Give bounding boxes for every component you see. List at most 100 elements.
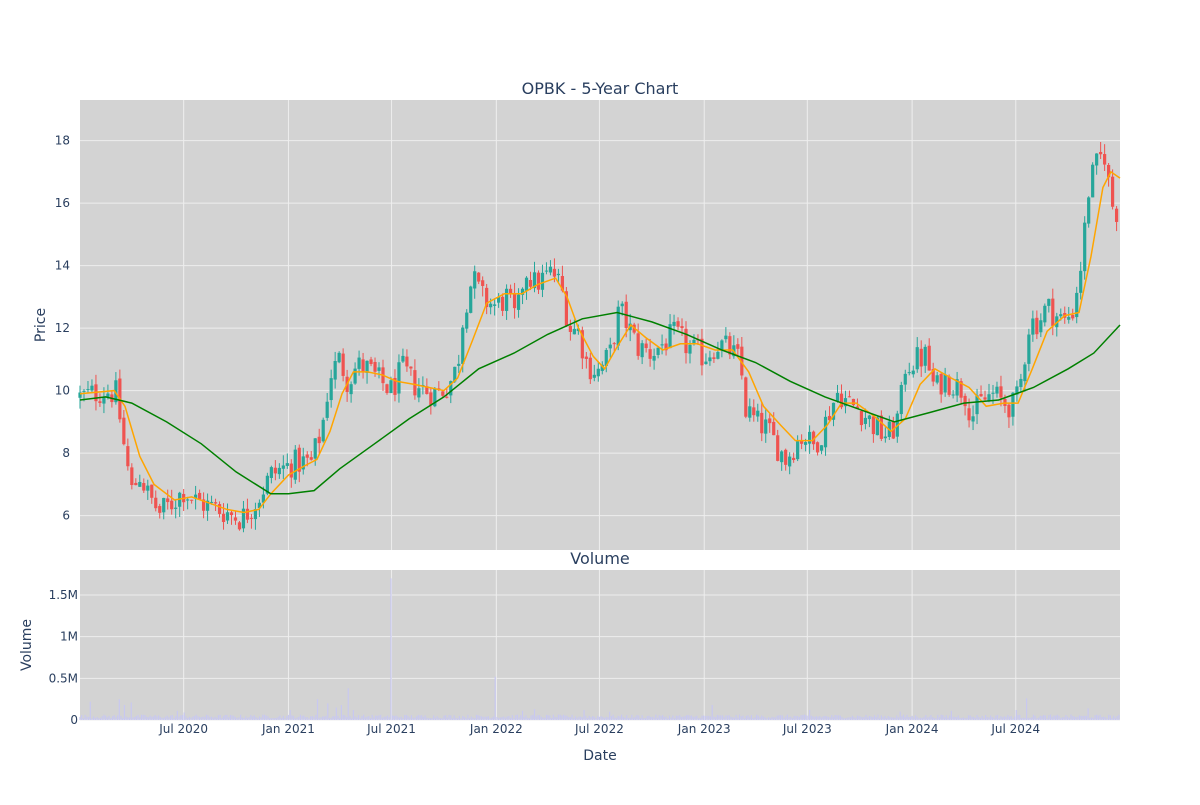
price-y-tick-label: 18 [55, 134, 70, 148]
volume-bar [928, 716, 930, 720]
volume-bar [1080, 715, 1082, 720]
volume-bar [718, 715, 720, 720]
candle-body [385, 384, 389, 394]
candle-body [201, 499, 206, 511]
volume-bar [877, 714, 879, 720]
candle-body [935, 375, 939, 383]
volume-bar [257, 718, 259, 720]
volume-bar [685, 715, 688, 720]
candle-body [648, 349, 652, 359]
volume-bar [99, 717, 102, 720]
volume-bar [822, 716, 824, 720]
volume-bar [621, 714, 623, 720]
volume-bar [306, 717, 308, 720]
volume-bar [347, 688, 349, 720]
volume-bar [1077, 716, 1079, 720]
price-axis-title: Price [33, 308, 49, 342]
candle-body [807, 431, 812, 444]
volume-bar [1082, 715, 1084, 720]
candle-body [78, 392, 82, 398]
candle-body [229, 512, 234, 516]
volume-bar [709, 716, 712, 720]
candle-body [86, 389, 90, 391]
candle-body [313, 438, 317, 459]
volume-bar [932, 717, 934, 720]
volume-bar [472, 717, 474, 720]
volume-bar [303, 715, 305, 720]
volume-bar [492, 716, 495, 720]
volume-bar [272, 718, 274, 720]
volume-bar [122, 718, 124, 720]
candle-body [552, 268, 557, 277]
volume-bar [1106, 718, 1108, 720]
volume-bar [603, 717, 606, 720]
volume-bar [216, 717, 218, 720]
candle-body [863, 417, 868, 424]
volume-bar [788, 717, 790, 720]
date-axis-title: Date [583, 748, 616, 764]
candle-body [1027, 334, 1031, 364]
volume-bar [457, 718, 459, 720]
volume-bar [861, 717, 864, 720]
volume-bar [1104, 717, 1106, 720]
volume-bar [846, 717, 848, 720]
volume-bar [142, 714, 144, 720]
volume-bar [1022, 717, 1024, 720]
volume-bar [610, 715, 612, 720]
volume-bar [655, 714, 657, 720]
volume-bar [996, 714, 999, 720]
volume-bar [128, 717, 131, 720]
volume-bar [703, 715, 705, 720]
candle-body [768, 418, 772, 424]
volume-bar [342, 714, 344, 720]
volume-bar [557, 714, 560, 720]
volume-bar [248, 717, 250, 720]
volume-bar [617, 715, 619, 720]
volume-bar [662, 715, 664, 720]
candle-body [297, 447, 301, 472]
volume-bar [364, 717, 366, 720]
candle-body [461, 327, 465, 364]
volume-bar [976, 715, 978, 720]
volume-bar [265, 715, 267, 720]
volume-bar [971, 716, 973, 720]
volume-bar [224, 714, 226, 720]
volume-bar [108, 715, 110, 720]
volume-bar [756, 714, 758, 720]
volume-bar [1113, 715, 1115, 720]
volume-bar [340, 705, 343, 720]
volume-bar [675, 715, 677, 720]
volume-bar [805, 715, 807, 720]
candle-body [289, 463, 293, 478]
volume-bar [691, 715, 693, 720]
volume-bar [474, 718, 476, 720]
volume-bar [889, 716, 891, 720]
volume-bar [641, 715, 643, 720]
candle-body [947, 376, 951, 395]
volume-bar [344, 715, 346, 720]
candle-body [520, 288, 525, 295]
volume-bar [475, 714, 478, 720]
volume-bar [349, 715, 351, 720]
volume-bar [773, 717, 775, 720]
volume-bar [275, 717, 278, 720]
volume-bar [581, 717, 583, 720]
candle-body [784, 449, 788, 465]
volume-bar [176, 710, 178, 720]
candle-body [827, 415, 832, 421]
volume-bar [445, 715, 447, 720]
volume-bar [896, 715, 898, 720]
candle-body [616, 306, 620, 346]
volume-bar [1109, 715, 1111, 720]
volume-bar [694, 716, 696, 720]
candle-body [967, 408, 971, 421]
volume-bar [588, 715, 590, 720]
candle-body [205, 500, 210, 511]
volume-bar [990, 715, 992, 720]
volume-bar [769, 717, 771, 720]
volume-bar [817, 716, 819, 720]
volume-bar [262, 714, 264, 720]
candle-body [397, 362, 401, 394]
volume-bar [532, 714, 534, 720]
candle-body [134, 482, 138, 486]
